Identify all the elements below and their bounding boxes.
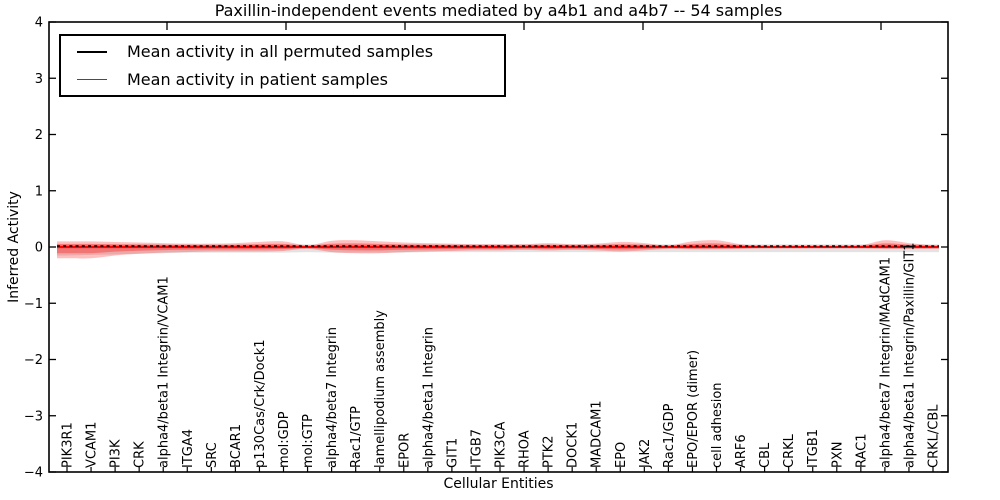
y-tick-label: 0 bbox=[35, 241, 43, 256]
x-tick-label: mol:GDP bbox=[277, 411, 292, 468]
x-tick-label: p130Cas/Crk/Dock1 bbox=[253, 339, 268, 468]
legend-label-permuted: Mean activity in all permuted samples bbox=[127, 42, 434, 61]
y-axis-title: Inferred Activity bbox=[6, 191, 22, 303]
x-axis-title: Cellular Entities bbox=[443, 476, 554, 492]
x-tick-label: MADCAM1 bbox=[590, 400, 605, 468]
x-tick-label: RHOA bbox=[518, 430, 533, 468]
x-tick-label: alpha4/beta7 Integrin/MAdCAM1 bbox=[878, 257, 893, 468]
x-tick-label: Rac1/GTP bbox=[349, 406, 364, 468]
x-tick-label: ITGA4 bbox=[181, 429, 196, 468]
x-tick-label: SRC bbox=[205, 442, 220, 468]
x-tick-label: PI3K bbox=[109, 439, 124, 468]
x-tick-label: PXN bbox=[830, 442, 845, 468]
x-tick-label: CRKL bbox=[782, 433, 797, 468]
legend-row-permuted: Mean activity in all permuted samples bbox=[61, 41, 504, 63]
x-axis-ticks: PIK3R1 VCAM1 PI3K CRK alpha4/beta1 Integrin/… bbox=[61, 242, 942, 472]
x-tick-label: alpha4/beta7 Integrin bbox=[325, 327, 340, 468]
x-tick-label: BCAR1 bbox=[229, 424, 244, 468]
y-tick-label: 1 bbox=[35, 184, 43, 199]
x-tick-label: PIK3CA bbox=[494, 421, 509, 468]
legend: Mean activity in all permuted samples Me… bbox=[59, 34, 506, 97]
x-tick-label: ITGB1 bbox=[806, 429, 821, 468]
x-tick-label: EPO bbox=[614, 442, 629, 468]
uncertainty-bands bbox=[57, 240, 939, 259]
x-tick-label: lamellipodium assembly bbox=[373, 310, 388, 468]
x-tick-label: RAC1 bbox=[854, 433, 869, 468]
x-tick-label: alpha4/beta1 Integrin/Paxillin/GIT1 bbox=[902, 242, 917, 468]
x-tick-label: ARF6 bbox=[734, 434, 749, 468]
y-axis-ticks: 4 3 2 1 0 −1 −2 −3 −4 bbox=[24, 16, 948, 481]
patient-std-band bbox=[57, 240, 939, 259]
x-tick-label: PIK3R1 bbox=[61, 422, 76, 468]
x-tick-label: VCAM1 bbox=[85, 422, 100, 468]
x-tick-label: DOCK1 bbox=[566, 422, 581, 468]
y-tick-label: 2 bbox=[35, 128, 43, 143]
x-tick-label: mol:GTP bbox=[301, 414, 316, 468]
x-tick-label: CRK bbox=[133, 441, 148, 468]
x-tick-label: alpha4/beta1 Integrin bbox=[421, 327, 436, 468]
patient-line-sample bbox=[77, 79, 107, 80]
y-tick-label: 4 bbox=[35, 16, 43, 31]
x-tick-label: PTK2 bbox=[542, 435, 557, 468]
x-tick-label: EPOR bbox=[397, 433, 412, 468]
x-tick-label: EPO/EPOR (dimer) bbox=[686, 350, 701, 468]
x-tick-label: CRKL/CBL bbox=[927, 404, 942, 468]
x-tick-label: cell adhesion bbox=[710, 382, 725, 468]
y-tick-label: 3 bbox=[35, 72, 43, 87]
x-tick-label: JAK2 bbox=[638, 439, 653, 469]
x-tick-label: ITGB7 bbox=[469, 429, 484, 468]
mean-lines bbox=[56, 245, 939, 249]
x-tick-label: Rac1/GDP bbox=[662, 403, 677, 468]
x-tick-label: CBL bbox=[758, 442, 773, 468]
y-tick-label: −3 bbox=[24, 409, 43, 424]
patient-std-band-inner bbox=[57, 243, 939, 254]
y-tick-label: −4 bbox=[24, 466, 43, 481]
y-tick-label: −1 bbox=[24, 297, 43, 312]
x-tick-label: alpha4/beta1 Integrin/VCAM1 bbox=[157, 276, 172, 468]
legend-row-patient: Mean activity in patient samples bbox=[61, 69, 504, 91]
top-axis-ticks bbox=[166, 22, 882, 30]
x-tick-label: GIT1 bbox=[445, 438, 460, 468]
y-tick-label: −2 bbox=[24, 353, 43, 368]
legend-label-patient: Mean activity in patient samples bbox=[127, 70, 388, 89]
chart-title: Paxillin-independent events mediated by … bbox=[214, 1, 783, 20]
permuted-line-sample bbox=[77, 50, 107, 53]
